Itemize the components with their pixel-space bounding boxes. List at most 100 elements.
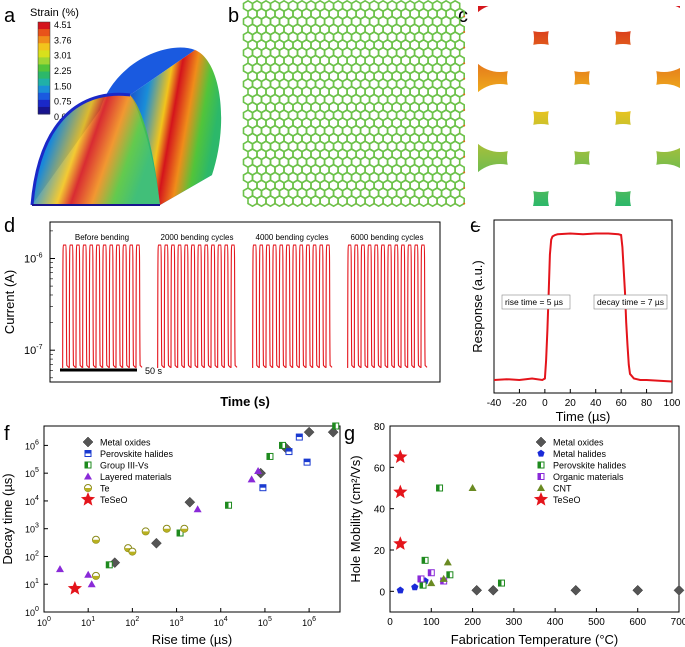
chart-f-ytick-label: 103 [25, 523, 39, 535]
chart-f-ytick-label: 104 [25, 495, 39, 507]
colorbar-cell [38, 22, 50, 30]
marker-part [428, 569, 432, 576]
chart-f-legend-marker [82, 436, 94, 448]
marker-part [304, 459, 311, 463]
colorbar-cell [38, 43, 50, 51]
chart-f-point [285, 448, 293, 456]
chart-d-ytick-label: 10-7 [24, 344, 43, 357]
marker-part [446, 571, 450, 578]
lattice-node [463, 46, 466, 49]
chart-g-ytick-label: 20 [374, 546, 386, 557]
chart-e-frame [493, 219, 673, 394]
chart-g-point [411, 583, 419, 591]
colorbar-cell [38, 78, 50, 87]
panel-label-a: a [4, 5, 16, 27]
marker-part [106, 561, 110, 568]
chart-g-xtick-label: 100 [423, 617, 440, 628]
chart-f-legend-marker [80, 492, 96, 506]
chart-f-point [151, 537, 162, 549]
chart-f-point [91, 535, 100, 544]
chart-e: -40 -20 0 20 40 60 80 100 Time (µs) Response (a.u… [470, 219, 681, 424]
chart-g-legend-marker [533, 492, 549, 506]
lattice-node [463, 62, 466, 65]
chart-g-xtick-label: 400 [547, 617, 564, 628]
marker-part [177, 530, 181, 537]
chart-f-point [303, 458, 311, 466]
chart-d-group-label: 2000 bending cycles [161, 233, 234, 242]
lattice-node [463, 77, 466, 80]
chart-f-legend-marker [84, 461, 92, 469]
chart-g-xtick-label: 500 [588, 617, 605, 628]
chart-f-xtick-label: 104 [214, 616, 228, 628]
panel-label-f: f [4, 423, 10, 445]
colorbar-cell [38, 99, 50, 108]
chart-f-ytick-label: 102 [25, 550, 39, 562]
marker-part [279, 442, 283, 449]
chart-g-point [439, 574, 448, 582]
colorbar: Strain (%) 4.513.763.012.251.500.750.00 [30, 7, 79, 122]
chart-g-xtick-label: 700 [671, 617, 685, 628]
chart-e-xtick-label: 20 [565, 398, 577, 409]
chart-f-point [87, 580, 96, 588]
chart-f-point [225, 501, 233, 509]
chart-g-point [570, 584, 582, 596]
chart-e-annotation-box [593, 294, 668, 310]
chart-f-ytick-label: 106 [25, 439, 39, 451]
chart-f-xtick-label: 103 [170, 616, 184, 628]
chart-g: 0 100 200 300 400 500 600 700 0 20 40 60 80 Fabricati… [348, 422, 685, 647]
chart-d-series-line [252, 244, 333, 368]
lattice-node [463, 202, 466, 205]
marker-part [128, 551, 136, 556]
lattice-mesh [242, 0, 466, 208]
chart-d-series-line [347, 244, 428, 368]
marker-part [498, 580, 502, 587]
chart-f-ytick-label: 105 [25, 467, 39, 479]
lattice-node [463, 109, 466, 111]
chart-f-point [266, 452, 274, 460]
panel-label-b: b [228, 5, 239, 27]
chart-f-xtick-label: 106 [302, 616, 316, 628]
chart-g-point [427, 579, 436, 587]
chart-f-ytick-label: 100 [25, 606, 39, 618]
chart-f-xtick-label: 105 [258, 616, 272, 628]
hole-mask [680, 0, 685, 210]
colorbar-tick-label: 2.25 [54, 66, 72, 76]
chart-d-ytick-label: 10-6 [24, 252, 43, 265]
chart-f-legend-label: TeSeO [100, 495, 128, 505]
chart-d-scale-bar-label: 50 s [145, 366, 163, 376]
chart-f-point [254, 466, 263, 474]
chart-d: 10-7 10-6 Time (s) Current (A) Before bendin… [2, 221, 441, 409]
marker-part [285, 448, 292, 452]
chart-f-legend-label: Te [100, 484, 110, 494]
panel-label-g: g [344, 423, 355, 445]
marker-part [332, 423, 336, 429]
chart-f-xtick-label: 101 [81, 616, 95, 628]
chart-f-legend-label: Layered materials [100, 472, 172, 482]
chart-e-annotation-box [501, 294, 571, 310]
marker-part [225, 502, 229, 509]
colorbar-cell [38, 92, 50, 101]
panel-label-d: d [4, 215, 15, 237]
colorbar-cell [38, 50, 50, 58]
chart-f-point [141, 527, 150, 536]
chart-f-ytick-label: 101 [25, 578, 39, 590]
chart-g-point [446, 571, 454, 579]
chart-f-legend-label: Perovskite halides [100, 449, 174, 459]
chart-f-point [162, 524, 171, 533]
chart-f-point [303, 426, 315, 438]
chart-f-point [128, 547, 137, 556]
colorbar-tick-label: 4.51 [54, 20, 72, 30]
chart-g-xtick-label: 200 [464, 617, 481, 628]
hole-strain-map [466, 0, 685, 232]
marker-part [420, 582, 424, 589]
chart-e-xtick-label: 80 [641, 398, 653, 409]
colorbar-cell [38, 106, 50, 115]
chart-g-ytick-label: 0 [379, 587, 385, 598]
colorbar-cell [38, 36, 50, 44]
marker-part [85, 462, 88, 468]
marker-part [266, 453, 270, 460]
chart-f-point [193, 505, 202, 513]
lattice-node [463, 93, 466, 96]
chart-f-point [327, 426, 339, 438]
